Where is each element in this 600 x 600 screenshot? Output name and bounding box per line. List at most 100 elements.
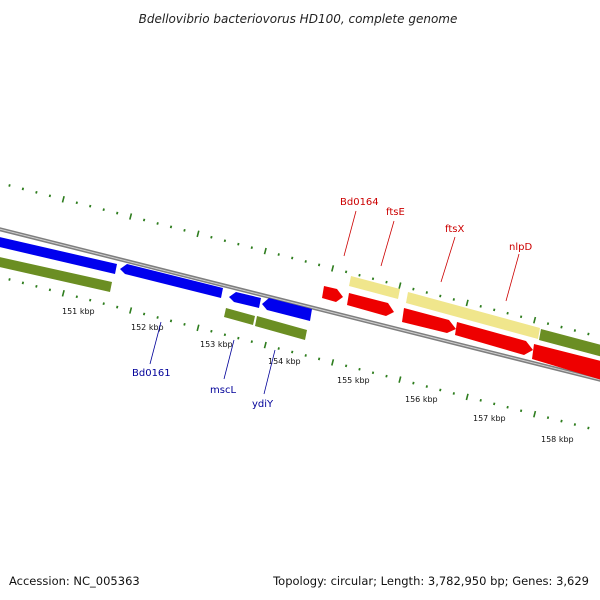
minor-tick	[546, 416, 550, 420]
tick-label: 151 kbp	[62, 307, 95, 316]
major-tick	[398, 282, 402, 289]
minor-tick	[452, 298, 455, 301]
minor-tick	[425, 385, 428, 388]
gene-label: ftsE	[386, 207, 405, 218]
minor-tick	[48, 288, 52, 292]
minor-tick	[385, 280, 388, 284]
major-tick	[196, 324, 200, 332]
gene-feature	[539, 329, 600, 357]
major-tick	[398, 376, 402, 383]
major-tick	[263, 247, 267, 255]
cds-reverse	[120, 264, 223, 298]
tick-label: 155 kbp	[337, 376, 370, 385]
gene-track	[0, 257, 600, 357]
minor-tick	[493, 308, 496, 312]
reverse-gene-labels: Bd0161 mscL ydiY	[132, 321, 276, 410]
minor-tick	[425, 291, 428, 294]
gene-feature	[406, 292, 540, 339]
minor-tick	[102, 208, 105, 212]
minor-tick	[560, 325, 563, 329]
major-tick	[129, 307, 133, 314]
leader-line	[223, 339, 235, 380]
minor-tick	[156, 316, 159, 319]
gene-feature	[224, 308, 255, 325]
cds-forward	[455, 322, 533, 355]
minor-tick	[35, 190, 38, 194]
minor-tick	[75, 295, 78, 299]
cds-track	[0, 237, 600, 380]
gene-feature	[255, 316, 307, 340]
major-tick	[263, 341, 267, 349]
minor-tick	[21, 187, 25, 191]
major-tick	[331, 265, 335, 272]
minor-tick	[371, 277, 375, 281]
minor-tick	[519, 409, 523, 413]
cds-forward	[322, 286, 343, 302]
cds-reverse	[229, 292, 261, 308]
major-tick	[129, 213, 133, 220]
gene-label: ftsX	[445, 224, 464, 235]
minor-tick	[344, 364, 348, 368]
minor-tick	[21, 281, 25, 285]
minor-tick	[412, 287, 415, 291]
minor-tick	[223, 333, 227, 337]
gene-feature	[349, 276, 400, 299]
leader-line	[505, 253, 520, 302]
minor-tick	[452, 392, 455, 395]
minor-tick	[48, 194, 52, 198]
minor-tick	[277, 347, 280, 350]
minor-tick	[210, 329, 213, 333]
leader-line	[263, 349, 276, 395]
minor-tick	[169, 319, 173, 323]
minor-tick	[89, 204, 92, 208]
tick-label: 154 kbp	[268, 357, 301, 366]
minor-tick	[250, 340, 253, 344]
minor-tick	[439, 388, 442, 392]
genome-summary-text: Topology: circular; Length: 3,782,950 bp…	[272, 574, 589, 588]
leader-line	[149, 321, 162, 365]
accession-text: Accession: NC_005363	[9, 574, 140, 588]
minor-tick	[317, 263, 321, 267]
minor-tick	[587, 332, 590, 336]
minor-tick	[142, 312, 146, 316]
minor-tick	[156, 222, 159, 225]
minor-tick	[506, 405, 509, 409]
minor-tick	[439, 294, 442, 298]
gene-label: Bd0164	[340, 197, 379, 208]
forward-gene-labels: Bd0164 ftsE ftsX nlpD	[340, 197, 532, 302]
leader-line	[380, 220, 395, 267]
major-tick	[533, 316, 537, 324]
tick-label: 158 kbp	[541, 435, 574, 444]
major-tick	[331, 359, 335, 366]
minor-tick	[304, 354, 307, 357]
minor-tick	[116, 211, 119, 215]
minor-tick	[102, 302, 105, 306]
gene-label: mscL	[210, 385, 236, 396]
cds-reverse	[0, 237, 117, 274]
minor-tick	[8, 278, 11, 281]
page-title: Bdellovibrio bacteriovorus HD100, comple…	[139, 12, 458, 26]
minor-tick	[479, 398, 482, 402]
minor-tick	[237, 242, 240, 246]
minor-tick	[116, 305, 119, 309]
minor-tick	[75, 201, 78, 205]
gene-label: Bd0161	[132, 368, 171, 379]
minor-tick	[493, 402, 496, 406]
minor-tick	[385, 374, 388, 378]
tick-label: 156 kbp	[405, 395, 438, 404]
cds-reverse	[262, 298, 312, 321]
minor-tick	[277, 253, 280, 256]
minor-tick	[142, 218, 146, 222]
major-tick	[465, 299, 469, 307]
cds-forward	[347, 293, 394, 316]
major-tick	[465, 393, 469, 401]
tick-label: 152 kbp	[131, 323, 164, 332]
minor-tick	[412, 381, 415, 385]
minor-tick	[519, 315, 523, 319]
minor-tick	[506, 311, 509, 315]
minor-tick	[35, 284, 38, 288]
minor-tick	[358, 367, 361, 371]
gene-label: nlpD	[509, 242, 532, 253]
minor-tick	[210, 235, 213, 239]
